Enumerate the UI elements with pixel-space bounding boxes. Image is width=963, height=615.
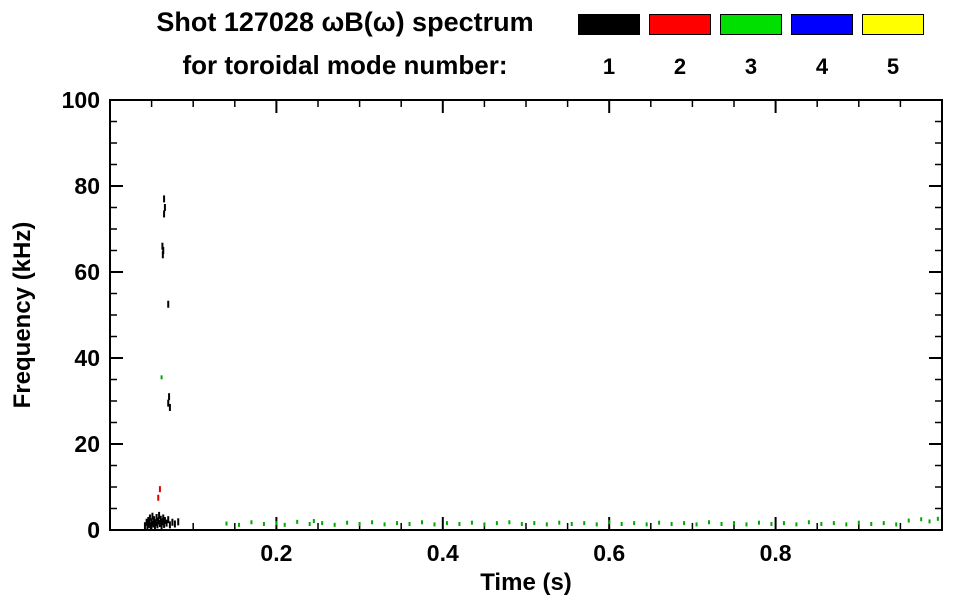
svg-text:0.2: 0.2 — [260, 540, 292, 566]
legend-swatch — [649, 14, 711, 35]
legend-label: 4 — [815, 54, 829, 79]
legend-label: 3 — [744, 54, 758, 79]
legend-swatch — [578, 14, 640, 35]
legend-entry: 4 — [791, 14, 853, 78]
svg-text:0.8: 0.8 — [760, 540, 792, 566]
legend-swatch — [862, 14, 924, 35]
chart-title: Shot 127028 ωB(ω) spectrum for toroidal … — [0, 6, 690, 80]
svg-text:100: 100 — [62, 87, 100, 113]
svg-text:60: 60 — [74, 259, 100, 285]
legend-label: 1 — [602, 54, 616, 79]
svg-text:0.6: 0.6 — [593, 540, 625, 566]
legend-entry: 1 — [578, 14, 640, 78]
chart-title-line2: for toroidal mode number: — [182, 50, 508, 80]
chart-title-line1: Shot 127028 ωB(ω) spectrum — [156, 7, 534, 37]
legend-swatch — [791, 14, 853, 35]
legend-entry: 5 — [862, 14, 924, 78]
legend-label: 5 — [886, 54, 900, 79]
legend-swatch — [720, 14, 782, 35]
legend-label: 2 — [673, 54, 687, 79]
svg-text:40: 40 — [74, 345, 100, 371]
svg-text:20: 20 — [74, 431, 100, 457]
legend: 1 2 3 4 5 — [578, 14, 924, 78]
legend-entry: 3 — [720, 14, 782, 78]
svg-text:Time (s): Time (s) — [480, 569, 572, 596]
svg-text:0: 0 — [87, 517, 100, 543]
svg-text:80: 80 — [74, 173, 100, 199]
legend-entry: 2 — [649, 14, 711, 78]
svg-text:Frequency (kHz): Frequency (kHz) — [9, 222, 36, 409]
svg-text:0.4: 0.4 — [427, 540, 459, 566]
